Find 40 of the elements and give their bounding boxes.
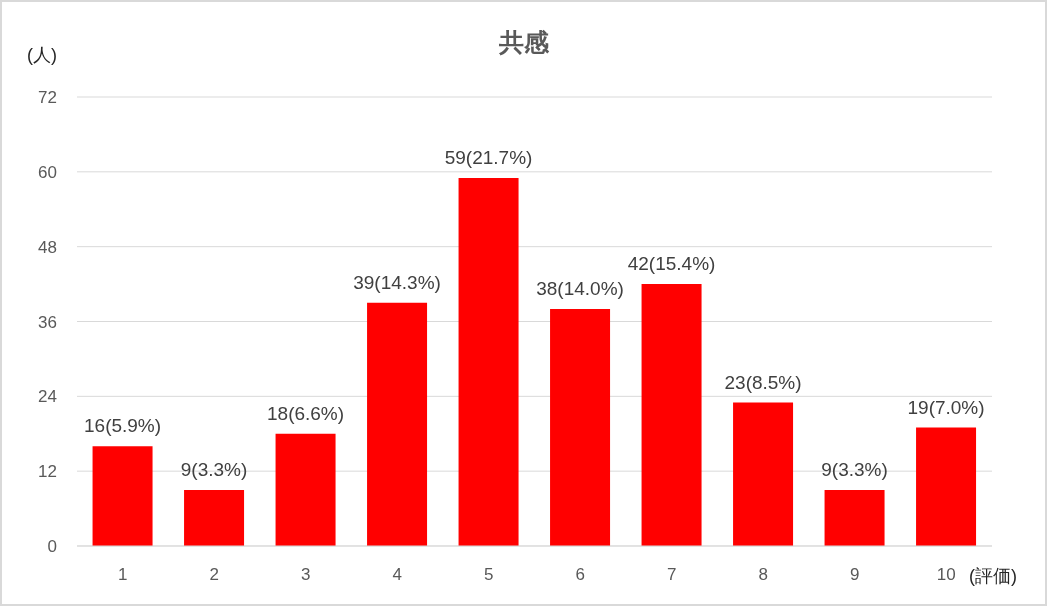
- x-tick-label: 5: [484, 565, 494, 585]
- data-label: 38(14.0%): [536, 278, 624, 300]
- data-label: 18(6.6%): [267, 402, 345, 424]
- y-tick-label: 60: [38, 162, 57, 182]
- x-axis-title: (評価): [969, 565, 1017, 588]
- data-label: 39(14.3%): [353, 271, 441, 293]
- bar: [184, 489, 245, 546]
- y-tick-label: 72: [38, 88, 57, 108]
- bar: [641, 284, 702, 546]
- y-axis-title: (人): [27, 44, 57, 67]
- x-tick-label: 9: [850, 565, 860, 585]
- bar: [733, 402, 794, 546]
- x-tick-label: 7: [667, 565, 677, 585]
- x-tick-label: 10: [936, 565, 956, 585]
- bar: [916, 427, 977, 546]
- data-label: 23(8.5%): [724, 371, 802, 393]
- x-tick-label: 2: [209, 565, 219, 585]
- bar: [550, 309, 611, 546]
- data-label: 9(3.3%): [821, 458, 888, 480]
- x-tick-label: 3: [301, 565, 311, 585]
- y-tick-label: 24: [38, 387, 57, 407]
- y-tick-label: 0: [47, 537, 57, 557]
- data-label: 59(21.7%): [444, 147, 533, 169]
- x-tick-label: 8: [758, 565, 768, 585]
- bar: [824, 489, 885, 546]
- data-label: 42(15.4%): [627, 253, 716, 275]
- bar: [458, 178, 519, 546]
- y-tick-label: 36: [38, 312, 57, 332]
- data-label: 16(5.9%): [84, 415, 162, 437]
- x-tick-label: 6: [575, 565, 585, 585]
- x-tick-label: 1: [118, 565, 128, 585]
- y-tick-label: 48: [38, 237, 57, 257]
- bar: [275, 433, 336, 546]
- y-tick-label: 12: [38, 462, 57, 482]
- data-label: 19(7.0%): [907, 396, 985, 418]
- x-tick-label: 4: [392, 565, 402, 585]
- data-label: 9(3.3%): [180, 458, 248, 480]
- chart-title: 共感: [498, 28, 549, 56]
- bar: [367, 302, 428, 546]
- bar: [92, 446, 153, 546]
